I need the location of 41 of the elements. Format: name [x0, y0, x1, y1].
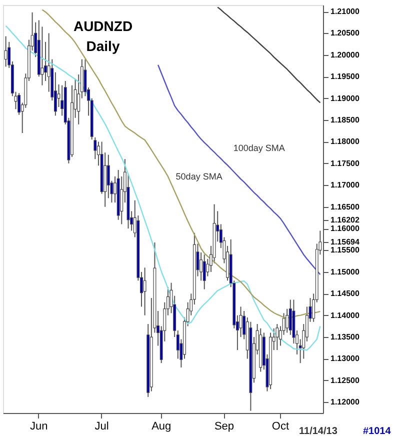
y-tick-label: 1.21000 [330, 7, 360, 16]
candlestick [143, 267, 146, 316]
text: AUDNZD [73, 18, 133, 34]
y-tick-label: 1.15500 [330, 246, 360, 255]
y-tick-label: 1.19500 [330, 72, 360, 82]
y-tick-label: 1.12500 [330, 376, 360, 385]
y-tick-label: 1.16000 [330, 224, 360, 234]
y-tick-label: 1.17000 [330, 180, 360, 190]
y-tick-label: 1.15000 [330, 267, 360, 276]
y-tick-label: 1.16500 [330, 202, 360, 212]
line-series [157, 64, 321, 276]
text: Daily [86, 38, 120, 54]
y-tick-label: 1.16202 [330, 215, 360, 224]
annotation: 50day SMA [176, 171, 222, 182]
text: #1014 [363, 426, 392, 437]
x-tick-label: Jul [94, 420, 109, 432]
y-tick-label: 1.12000 [330, 398, 360, 407]
x-tick-label: Sep [214, 420, 234, 432]
y-tick-label: 1.15694 [330, 237, 360, 246]
y-tick-label: 1.14500 [330, 289, 360, 298]
x-tick-label: Jun [30, 420, 48, 432]
candlestick [106, 154, 110, 199]
y-tick-label: 1.14000 [330, 310, 360, 320]
y-tick-label: 1.17500 [330, 158, 360, 168]
x-tick-label: Aug [152, 420, 172, 432]
y-tick-label: 1.19000 [330, 94, 360, 103]
text: 11/14/13 [299, 426, 338, 437]
candlestick [276, 324, 279, 351]
candlestick [286, 308, 289, 334]
x-tick-label: Oct [272, 420, 290, 432]
candlestick [202, 254, 206, 290]
candlestick [40, 26, 44, 86]
y-tick-label: 1.18500 [330, 116, 360, 125]
y-tick-label: 1.20000 [330, 50, 360, 60]
candlestick [4, 36, 8, 68]
y-tick-label: 1.18000 [330, 137, 360, 146]
y-tick-label: 1.20500 [330, 28, 360, 38]
line-series [217, 6, 321, 104]
y-tick-label: 1.13000 [330, 354, 360, 364]
annotation: 100day SMA [233, 142, 285, 153]
y-tick-label: 1.13500 [330, 332, 360, 342]
